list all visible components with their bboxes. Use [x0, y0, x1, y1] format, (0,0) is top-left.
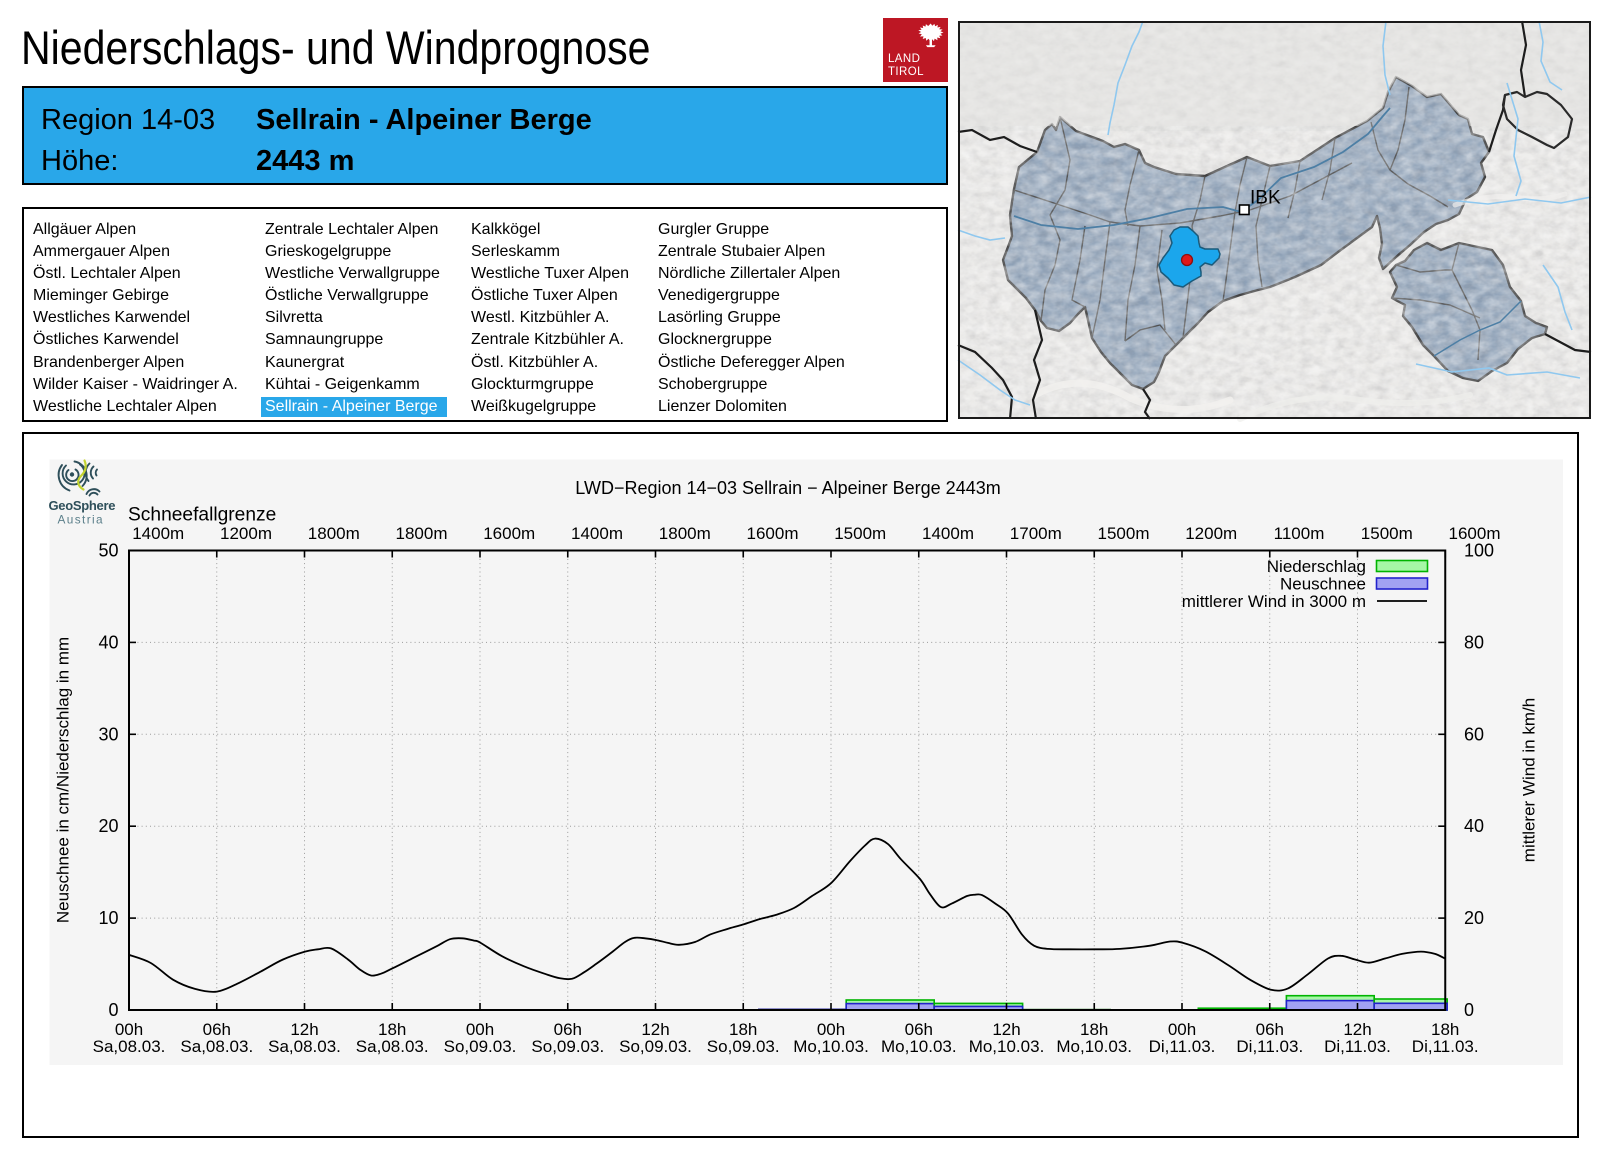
svg-text:1400m: 1400m: [922, 524, 974, 543]
svg-text:1800m: 1800m: [308, 524, 360, 543]
svg-text:20: 20: [98, 816, 118, 836]
svg-text:1100m: 1100m: [1274, 524, 1325, 543]
svg-text:1500m: 1500m: [834, 524, 886, 543]
svg-text:1600m: 1600m: [483, 524, 535, 543]
svg-text:Mo,10.03.: Mo,10.03.: [793, 1037, 869, 1056]
svg-text:1200m: 1200m: [1185, 524, 1237, 543]
svg-text:mittlerer Wind in 3000 m: mittlerer Wind in 3000 m: [1182, 592, 1366, 611]
svg-text:60: 60: [1464, 724, 1484, 744]
svg-text:So,09.03.: So,09.03.: [707, 1037, 780, 1056]
svg-text:1600m: 1600m: [747, 524, 799, 543]
svg-text:12h: 12h: [992, 1020, 1020, 1039]
svg-text:LWD−Region 14−03 Sellrain − Al: LWD−Region 14−03 Sellrain − Alpeiner Ber…: [575, 478, 1000, 498]
svg-text:Mo,10.03.: Mo,10.03.: [1056, 1037, 1132, 1056]
svg-text:100: 100: [1464, 541, 1494, 561]
svg-text:06h: 06h: [203, 1020, 231, 1039]
svg-text:Schneefallgrenze: Schneefallgrenze: [128, 505, 276, 526]
svg-text:18h: 18h: [1431, 1020, 1459, 1039]
svg-text:30: 30: [98, 724, 118, 744]
svg-text:So,09.03.: So,09.03.: [444, 1037, 517, 1056]
svg-text:40: 40: [1464, 816, 1484, 836]
svg-text:Mo,10.03.: Mo,10.03.: [881, 1037, 957, 1056]
svg-text:1400m: 1400m: [132, 524, 184, 543]
svg-text:Neuschnee in cm/Niederschlag i: Neuschnee in cm/Niederschlag in mm: [54, 637, 73, 923]
svg-text:18h: 18h: [378, 1020, 406, 1039]
svg-text:00h: 00h: [817, 1020, 845, 1039]
svg-text:20: 20: [1464, 908, 1484, 928]
svg-text:10: 10: [98, 908, 118, 928]
svg-text:IBK: IBK: [1250, 188, 1281, 209]
svg-text:12h: 12h: [641, 1020, 669, 1039]
svg-text:Sa,08.03.: Sa,08.03.: [356, 1037, 429, 1056]
svg-text:1200m: 1200m: [220, 524, 272, 543]
svg-text:Sa,08.03.: Sa,08.03.: [180, 1037, 253, 1056]
svg-text:00h: 00h: [115, 1020, 143, 1039]
svg-text:Sa,08.03.: Sa,08.03.: [268, 1037, 341, 1056]
svg-text:GeoSphere: GeoSphere: [49, 498, 116, 513]
svg-text:06h: 06h: [905, 1020, 933, 1039]
svg-text:18h: 18h: [1080, 1020, 1108, 1039]
svg-text:Di,11.03.: Di,11.03.: [1149, 1037, 1216, 1056]
svg-text:80: 80: [1464, 632, 1484, 652]
svg-text:So,09.03.: So,09.03.: [619, 1037, 692, 1056]
svg-text:Mo,10.03.: Mo,10.03.: [969, 1037, 1045, 1056]
svg-text:00h: 00h: [466, 1020, 494, 1039]
svg-text:06h: 06h: [1256, 1020, 1284, 1039]
svg-text:12h: 12h: [1343, 1020, 1371, 1039]
svg-text:Di,11.03.: Di,11.03.: [1324, 1037, 1391, 1056]
svg-text:Austria: Austria: [58, 513, 105, 527]
svg-text:0: 0: [108, 1000, 118, 1020]
svg-text:12h: 12h: [290, 1020, 318, 1039]
svg-text:1400m: 1400m: [571, 524, 623, 543]
svg-text:1500m: 1500m: [1098, 524, 1150, 543]
svg-text:18h: 18h: [729, 1020, 757, 1039]
svg-text:Sa,08.03.: Sa,08.03.: [93, 1037, 166, 1056]
svg-text:0: 0: [1464, 1000, 1474, 1020]
svg-text:1500m: 1500m: [1361, 524, 1413, 543]
svg-text:1700m: 1700m: [1010, 524, 1062, 543]
svg-text:00h: 00h: [1168, 1020, 1196, 1039]
svg-text:1600m: 1600m: [1449, 524, 1501, 543]
svg-text:50: 50: [98, 541, 118, 561]
svg-text:Niederschlag: Niederschlag: [1267, 557, 1366, 576]
svg-text:06h: 06h: [554, 1020, 582, 1039]
svg-text:1800m: 1800m: [396, 524, 448, 543]
svg-text:40: 40: [98, 632, 118, 652]
svg-text:mittlerer Wind in km/h: mittlerer Wind in km/h: [1520, 698, 1539, 862]
svg-text:So,09.03.: So,09.03.: [531, 1037, 604, 1056]
svg-text:1800m: 1800m: [659, 524, 711, 543]
svg-text:Di,11.03.: Di,11.03.: [1236, 1037, 1303, 1056]
svg-text:Di,11.03.: Di,11.03.: [1412, 1037, 1479, 1056]
svg-text:Neuschnee: Neuschnee: [1280, 575, 1366, 594]
